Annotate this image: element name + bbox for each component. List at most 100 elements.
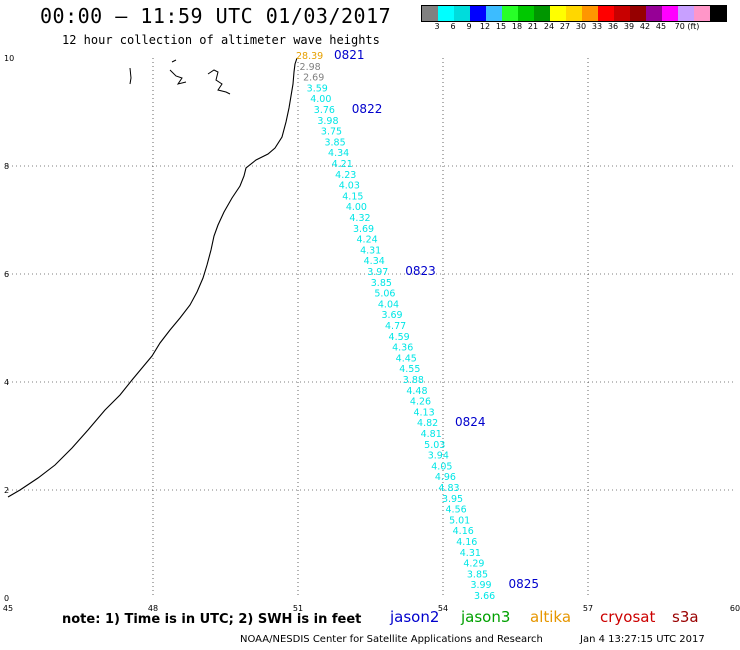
wave-height-reading: 3.85 (467, 569, 488, 580)
legend-swatch (566, 6, 582, 21)
wave-height-reading: 4.34 (328, 148, 349, 159)
track-time-label: 0825 (508, 577, 539, 591)
footer-date: Jan 4 13:27:15 UTC 2017 (580, 634, 705, 645)
map-subtitle: 12 hour collection of altimeter wave hei… (62, 33, 380, 47)
island-marks (129, 59, 231, 95)
legend-swatch (710, 6, 726, 21)
wave-height-reading: 4.56 (446, 505, 467, 516)
wave-height-reading: 4.00 (310, 94, 331, 105)
wave-height-reading: 4.59 (389, 332, 410, 343)
legend-swatch (582, 6, 598, 21)
legend-label: 21 (527, 22, 539, 31)
mission-label-s3a: s3a (672, 608, 699, 626)
wave-height-reading: 3.76 (314, 105, 335, 116)
wave-height-reading: 5.01 (449, 515, 470, 526)
wave-height-reading: 4.31 (360, 245, 381, 256)
legend-label: 3 (434, 22, 440, 31)
wave-height-reading: 4.32 (349, 213, 370, 224)
wave-height-reading: 3.94 (428, 451, 449, 462)
wave-height-reading: 4.81 (421, 429, 442, 440)
mission-label-altika: altika (530, 608, 572, 626)
legend-swatch (438, 6, 454, 21)
footnote: note: 1) Time is in UTC; 2) SWH is in fe… (62, 612, 362, 627)
legend-swatch (678, 6, 694, 21)
wave-height-reading: 5.06 (374, 289, 395, 300)
wave-height-reading: 4.24 (357, 235, 378, 246)
wave-height-reading: 4.05 (431, 461, 452, 472)
mission-label-jason2: jason2 (390, 608, 440, 626)
legend-label: 39 (623, 22, 635, 31)
y-tick-label: 4 (4, 378, 9, 387)
wave-height-reading: 3.97 (367, 267, 388, 278)
legend-label: 6 (450, 22, 456, 31)
wave-height-reading: 3.88 (403, 375, 424, 386)
track-time-label: 0822 (352, 102, 383, 116)
legend-label: 45 (655, 22, 667, 31)
track-time-label: 0821 (334, 48, 365, 62)
legend-label: 27 (559, 22, 571, 31)
x-tick-label: 45 (3, 604, 13, 613)
legend-swatch (454, 6, 470, 21)
legend-label: 18 (511, 22, 523, 31)
map-title: 00:00 – 11:59 UTC 01/03/2017 (40, 4, 392, 28)
y-tick-label: 0 (4, 594, 9, 603)
y-tick-label: 2 (4, 486, 9, 495)
wave-height-reading: 3.75 (321, 127, 342, 138)
legend-label: 24 (543, 22, 555, 31)
legend-swatch (614, 6, 630, 21)
wave-height-reading: 3.98 (317, 116, 338, 127)
wave-height-reading: 28.39 (296, 51, 323, 62)
color-scale-legend (421, 5, 727, 22)
y-tick-label: 8 (4, 162, 9, 171)
wave-height-reading: 5.03 (424, 440, 445, 451)
wave-height-reading: 2.69 (303, 73, 324, 84)
footer-credit: NOAA/NESDIS Center for Satellite Applica… (240, 634, 543, 645)
wave-height-reading: 4.77 (385, 321, 406, 332)
wave-height-reading: 2.98 (300, 62, 321, 73)
legend-swatch (646, 6, 662, 21)
legend-swatch (550, 6, 566, 21)
wave-height-reading: 3.69 (381, 310, 402, 321)
x-tick-label: 54 (438, 604, 448, 613)
wave-height-reading: 4.45 (396, 353, 417, 364)
legend-swatch (470, 6, 486, 21)
legend-swatch (630, 6, 646, 21)
wave-height-reading: 4.31 (460, 548, 481, 559)
legend-label: 30 (575, 22, 587, 31)
wave-height-reading: 3.85 (371, 278, 392, 289)
legend-label: 42 (639, 22, 651, 31)
wave-height-reading: 4.82 (417, 418, 438, 429)
wave-height-reading: 4.21 (332, 159, 353, 170)
y-tick-label: 6 (4, 270, 9, 279)
lat-lon-grid (8, 58, 735, 598)
wave-height-reading: 3.69 (353, 224, 374, 235)
mission-label-cryosat: cryosat (600, 608, 656, 626)
legend-label: 9 (466, 22, 472, 31)
wave-height-reading: 4.13 (413, 407, 434, 418)
wave-height-reading: 4.55 (399, 364, 420, 375)
legend-swatch (502, 6, 518, 21)
legend-label: 70 (ft) (674, 22, 700, 31)
wave-height-reading: 4.16 (453, 526, 474, 537)
legend-swatch (486, 6, 502, 21)
axis-tick-labels: 45 48 51 54 57 60 0 2 4 6 8 10 (3, 54, 740, 613)
legend-swatch (534, 6, 550, 21)
y-tick-label: 10 (4, 54, 14, 63)
wave-height-reading: 3.99 (470, 580, 491, 591)
x-tick-label: 60 (730, 604, 740, 613)
legend-swatch (422, 6, 438, 21)
wave-height-reading: 4.16 (456, 537, 477, 548)
legend-label: 36 (607, 22, 619, 31)
wave-height-reading: 4.29 (463, 559, 484, 570)
x-tick-label: 48 (148, 604, 158, 613)
wave-height-reading: 3.85 (324, 137, 345, 148)
wave-height-reading: 4.36 (392, 343, 413, 354)
wave-height-reading: 3.95 (442, 494, 463, 505)
wave-height-reading: 4.48 (406, 386, 427, 397)
legend-swatch (518, 6, 534, 21)
legend-label: 33 (591, 22, 603, 31)
legend-swatch (694, 6, 710, 21)
track-time-label: 0824 (455, 415, 486, 429)
wave-height-reading: 4.04 (378, 299, 399, 310)
